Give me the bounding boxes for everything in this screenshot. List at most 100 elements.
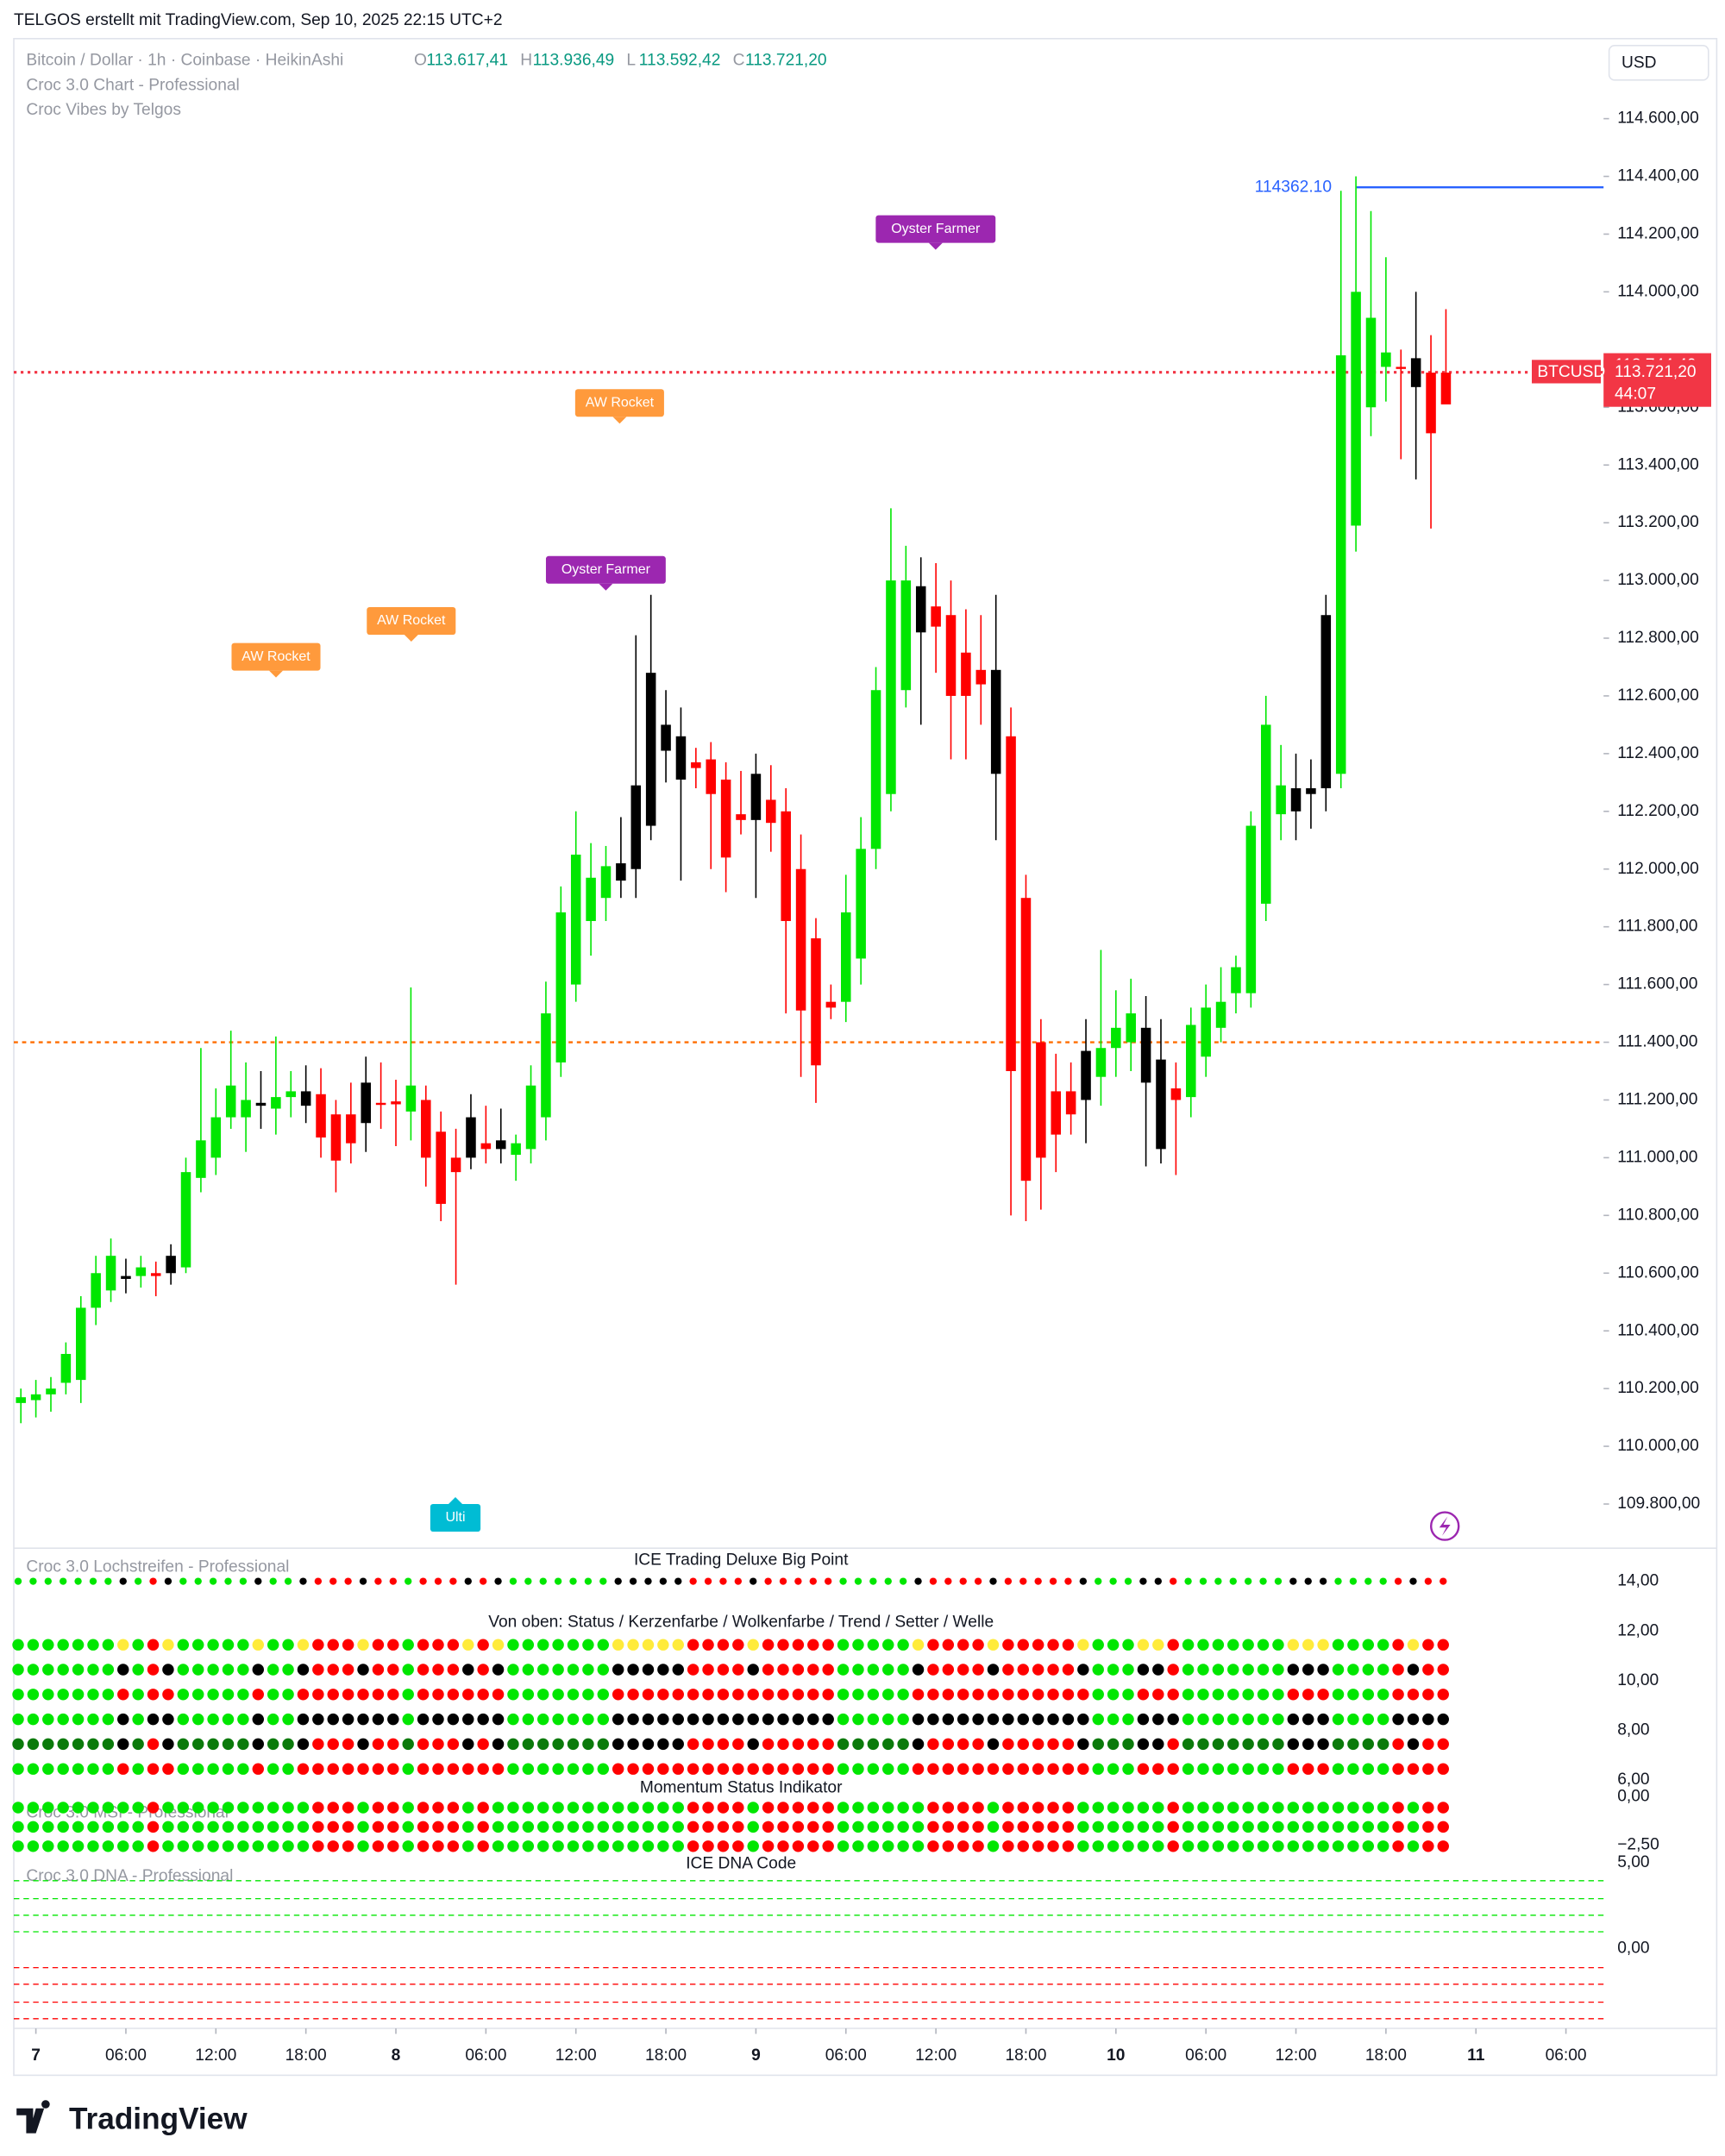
currency[interactable]: USD — [1622, 54, 1657, 72]
momentum-dot — [1107, 1802, 1120, 1814]
momentum-dot — [642, 1802, 655, 1814]
status-dot — [162, 1639, 174, 1651]
momentum-dot — [1107, 1840, 1120, 1852]
status-dot — [282, 1639, 294, 1651]
status-dot — [1257, 1689, 1270, 1701]
status-dot — [102, 1738, 115, 1751]
status-dot — [1242, 1763, 1254, 1775]
big-point-dot — [449, 1577, 457, 1585]
status-dot — [72, 1689, 85, 1701]
status-dot — [492, 1763, 505, 1775]
annotation-pointer — [599, 583, 613, 591]
status-dot — [672, 1713, 684, 1726]
bolt-icon[interactable] — [1439, 1516, 1451, 1536]
momentum-dot — [117, 1840, 129, 1852]
status-dot — [1167, 1639, 1179, 1651]
status-dot — [462, 1664, 474, 1676]
currency-button[interactable] — [1608, 45, 1709, 81]
annotation-box — [545, 555, 666, 584]
annotation-box — [367, 607, 456, 635]
status-dot — [507, 1664, 519, 1676]
big-point-dot — [269, 1577, 277, 1585]
candle-body — [1215, 1001, 1226, 1028]
x-tick-label: 11 — [1467, 2046, 1485, 2065]
status-dot — [612, 1763, 624, 1775]
status-dot — [597, 1639, 610, 1651]
momentum-dot — [1002, 1802, 1014, 1814]
status-dot — [237, 1738, 249, 1751]
status-dot — [267, 1713, 279, 1726]
status-dot — [552, 1689, 564, 1701]
status-dot — [12, 1713, 24, 1726]
status-dot — [1422, 1639, 1434, 1651]
momentum-dot — [807, 1802, 819, 1814]
status-dot — [1347, 1664, 1359, 1676]
momentum-dot — [582, 1821, 594, 1833]
momentum-dot — [1032, 1821, 1044, 1833]
status-dot — [897, 1763, 909, 1775]
x-tick-label: 06:00 — [465, 2046, 506, 2065]
ohlc-label: O — [414, 51, 427, 69]
status-dot — [447, 1689, 460, 1701]
momentum-dot — [327, 1802, 339, 1814]
status-dot — [1062, 1639, 1075, 1651]
momentum-dot — [147, 1802, 160, 1814]
status-dot — [807, 1713, 819, 1726]
status-dot — [927, 1738, 939, 1751]
status-dot — [1077, 1639, 1089, 1651]
status-dot — [972, 1763, 984, 1775]
status-dot — [717, 1689, 730, 1701]
momentum-dot — [297, 1840, 310, 1852]
status-dot — [987, 1664, 1000, 1676]
x-tick-label: 18:00 — [645, 2046, 687, 2065]
status-dot — [477, 1689, 489, 1701]
momentum-dot — [1197, 1802, 1209, 1814]
status-dot — [387, 1639, 399, 1651]
momentum-dot — [732, 1821, 744, 1833]
panel-tick-label: 6,00 — [1617, 1771, 1649, 1789]
momentum-dot — [357, 1802, 369, 1814]
status-dot — [567, 1664, 580, 1676]
status-dot — [912, 1639, 925, 1651]
status-dot — [177, 1713, 190, 1726]
status-dot — [867, 1664, 880, 1676]
momentum-dot — [117, 1802, 129, 1814]
momentum-dot — [957, 1802, 969, 1814]
status-dot — [492, 1689, 505, 1701]
momentum-dot — [792, 1802, 805, 1814]
momentum-dot — [957, 1840, 969, 1852]
status-dot — [1287, 1664, 1300, 1676]
y-tick-label: 114.200,00 — [1617, 225, 1699, 243]
status-dot — [147, 1763, 160, 1775]
momentum-dot — [927, 1802, 939, 1814]
momentum-dot — [1002, 1821, 1014, 1833]
status-dot — [912, 1738, 925, 1751]
status-dot — [282, 1664, 294, 1676]
momentum-dot — [762, 1821, 775, 1833]
status-dot — [1077, 1713, 1089, 1726]
big-point-dot — [1349, 1577, 1358, 1585]
momentum-dot — [957, 1821, 969, 1833]
status-dot — [162, 1689, 174, 1701]
status-dot — [987, 1639, 1000, 1651]
status-dot — [87, 1639, 99, 1651]
status-dot — [927, 1763, 939, 1775]
momentum-dot — [1332, 1821, 1345, 1833]
status-dot — [327, 1639, 339, 1651]
momentum-dot — [1017, 1840, 1029, 1852]
status-dot — [1197, 1713, 1209, 1726]
annotation-text: Oyster Farmer — [561, 562, 651, 577]
status-dot — [1392, 1763, 1404, 1775]
y-tick-label: 113.000,00 — [1617, 571, 1699, 589]
status-dot — [222, 1639, 235, 1651]
momentum-dot — [102, 1802, 115, 1814]
candle-body — [480, 1143, 492, 1150]
status-dot — [912, 1689, 925, 1701]
momentum-dot — [267, 1821, 279, 1833]
status-dot — [42, 1639, 54, 1651]
status-dot — [102, 1713, 115, 1726]
status-dot — [642, 1689, 655, 1701]
big-point-dot — [74, 1577, 82, 1585]
annotation-text: AW Rocket — [242, 649, 310, 664]
bolt-icon[interactable] — [1430, 1511, 1460, 1541]
